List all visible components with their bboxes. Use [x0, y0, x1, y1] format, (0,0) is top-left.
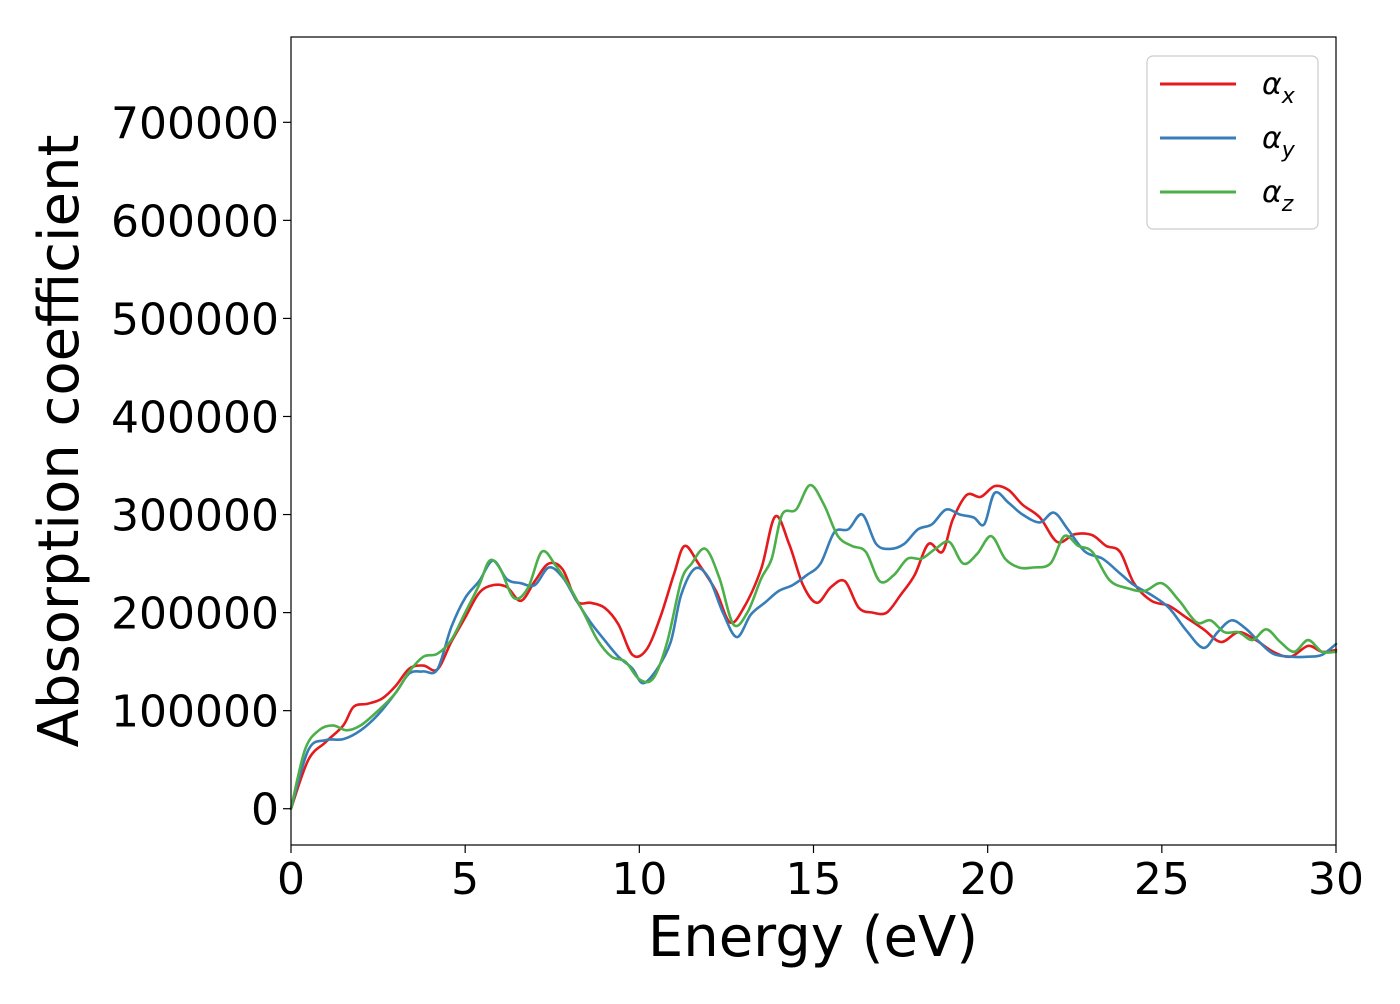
y-tick-label: 500000	[111, 294, 279, 345]
x-tick-label: 25	[1134, 854, 1190, 905]
x-tick-label: 0	[277, 854, 305, 905]
y-tick-label: 300000	[111, 491, 279, 542]
legend-box	[1146, 55, 1319, 230]
x-axis-ticks: 0 5 10 15 20 25 30	[277, 845, 1364, 905]
y-axis-ticks: 0 100000 200000 300000 400000 500000 600000 700…	[111, 98, 291, 836]
y-tick-label: 200000	[111, 589, 279, 640]
series-line-y	[289, 490, 1338, 810]
y-tick-label: 700000	[111, 98, 279, 149]
y-tick-label: 400000	[111, 392, 279, 443]
x-tick-label: 30	[1308, 854, 1364, 905]
x-tick-label: 15	[786, 854, 842, 905]
y-tick-label: 600000	[111, 196, 279, 247]
y-tick-label: 100000	[111, 687, 279, 738]
series-layer	[289, 483, 1338, 810]
y-tick-label: 0	[251, 785, 279, 836]
x-axis-title: Energy (eV)	[648, 905, 978, 970]
x-tick-label: 10	[611, 854, 667, 905]
x-tick-label: 5	[451, 854, 479, 905]
x-tick-label: 20	[960, 854, 1016, 905]
series-line-z	[289, 483, 1338, 810]
y-axis-title: Absorption coefficient	[27, 135, 92, 748]
